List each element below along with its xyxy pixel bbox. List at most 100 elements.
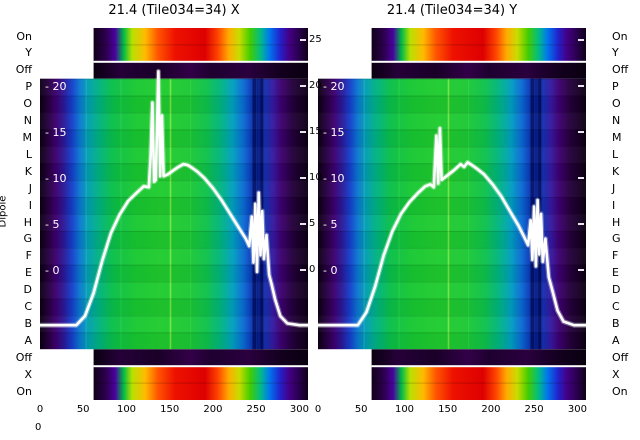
dipole-row-label: E xyxy=(612,266,619,280)
row-separator xyxy=(318,281,586,283)
row-separator xyxy=(318,264,586,266)
heatmap-panel-x: - 25 - 20 - 15 - 10 - 5 - 0 xyxy=(40,28,308,400)
value-tick-dash-right xyxy=(578,85,584,87)
band-stripe xyxy=(93,366,308,400)
dipole-row-label: A xyxy=(24,333,32,347)
row-separator xyxy=(318,197,586,199)
dipole-row-label: C xyxy=(24,300,32,313)
x-tick-label: 0 xyxy=(314,404,322,415)
dipole-row-label: F xyxy=(612,249,619,263)
value-tick-label: - 20 xyxy=(323,80,344,93)
band-dark xyxy=(93,61,308,79)
dipole-row-label: N xyxy=(612,114,621,127)
dipole-row-label: G xyxy=(23,232,32,246)
row-shade xyxy=(318,332,586,350)
band-dark xyxy=(93,349,308,367)
bandpass-curve xyxy=(318,127,586,327)
dipole-row-label: K xyxy=(24,164,32,178)
seam xyxy=(93,365,308,368)
value-tick-label: - 25 xyxy=(45,34,66,47)
row-separator xyxy=(40,95,308,97)
dipole-row-label: A xyxy=(612,333,620,347)
x-tick-label: 150 xyxy=(438,404,458,415)
dipole-row-label: On xyxy=(612,384,628,398)
dipole-row-label: Off xyxy=(612,350,629,364)
row-shade xyxy=(40,129,308,147)
row-separator xyxy=(40,146,308,148)
row-separator xyxy=(40,230,308,232)
row-shade xyxy=(318,146,586,163)
row-separator xyxy=(318,95,586,97)
row-separator xyxy=(40,129,308,131)
row-shade xyxy=(318,197,586,214)
row-shade xyxy=(40,95,308,113)
row-shade xyxy=(40,264,308,282)
gap-value-tick-label: 15 xyxy=(309,126,322,137)
dipole-row-label: N xyxy=(23,114,32,127)
dipole-row-label: O xyxy=(612,97,621,111)
row-shade xyxy=(318,79,586,96)
row-shade xyxy=(318,214,586,231)
dipole-row-label: I xyxy=(28,198,32,212)
row-separator xyxy=(40,247,308,249)
x-tick-label: 50 xyxy=(76,404,90,415)
corner-origin-label: 0 xyxy=(35,422,42,433)
value-tick-dash-right xyxy=(300,85,306,87)
stripe-row-line xyxy=(93,382,308,384)
row-shade xyxy=(40,214,308,231)
value-tick-label: - 15 xyxy=(45,126,66,139)
x-tick-label: 100 xyxy=(116,404,137,415)
gap-value-tick-label: 5 xyxy=(309,218,316,229)
vertical-feature xyxy=(169,78,172,350)
row-separator xyxy=(40,298,308,300)
dipole-row-label: P xyxy=(612,80,619,94)
value-tick-label: - 10 xyxy=(45,172,66,185)
band-dark xyxy=(371,61,586,79)
row-separator xyxy=(318,112,586,114)
row-separator xyxy=(318,230,586,232)
x-tick-label: 100 xyxy=(394,404,415,415)
vertical-feature xyxy=(85,78,87,350)
dipole-row-label: E xyxy=(25,266,32,280)
x-tick-label: 300 xyxy=(289,404,309,415)
value-tick-dash-right xyxy=(300,39,306,41)
row-separator xyxy=(318,78,586,80)
dipole-row-label: O xyxy=(23,97,32,111)
x-tick-label: 250 xyxy=(524,404,544,415)
row-shade xyxy=(318,95,586,113)
dipole-row-label: K xyxy=(612,164,620,178)
vertical-feature xyxy=(468,78,470,350)
stripe-row-line xyxy=(93,44,308,46)
dipole-row-label: B xyxy=(612,316,620,330)
row-shade xyxy=(40,180,308,197)
dipole-row-label: Off xyxy=(612,63,629,77)
row-separator xyxy=(318,180,586,182)
dipole-row-label: D xyxy=(23,283,32,297)
dipole-row-label: H xyxy=(23,215,32,229)
heatmap-panel-y: - 25 - 20 - 15 - 10 - 5 - 0 xyxy=(318,28,586,400)
band-stripe xyxy=(371,28,586,62)
gap-value-tick-label: 10 xyxy=(309,172,322,183)
row-shade xyxy=(40,197,308,214)
band-stripe xyxy=(371,366,586,400)
row-shade xyxy=(40,332,308,350)
panel-title-y: 21.4 (Tile034=34) Y xyxy=(386,3,518,18)
vertical-feature xyxy=(530,78,534,350)
vertical-feature xyxy=(363,78,365,350)
bandpass-curve xyxy=(40,69,308,327)
value-tick-dash-right xyxy=(300,131,306,133)
x-tick-label: 300 xyxy=(567,404,587,415)
row-shade xyxy=(318,230,586,248)
row-shade xyxy=(318,129,586,147)
dipole-row-label: B xyxy=(24,316,32,330)
dipole-row-label: D xyxy=(612,283,621,297)
row-separator xyxy=(318,332,586,334)
dipole-row-label: H xyxy=(612,215,621,229)
value-tick-label: - 15 xyxy=(323,126,344,139)
row-separator xyxy=(318,163,586,165)
dipole-row-label: X xyxy=(24,367,32,381)
row-separator xyxy=(318,129,586,131)
row-separator xyxy=(318,146,586,148)
row-separator xyxy=(40,281,308,283)
row-separator xyxy=(40,180,308,182)
